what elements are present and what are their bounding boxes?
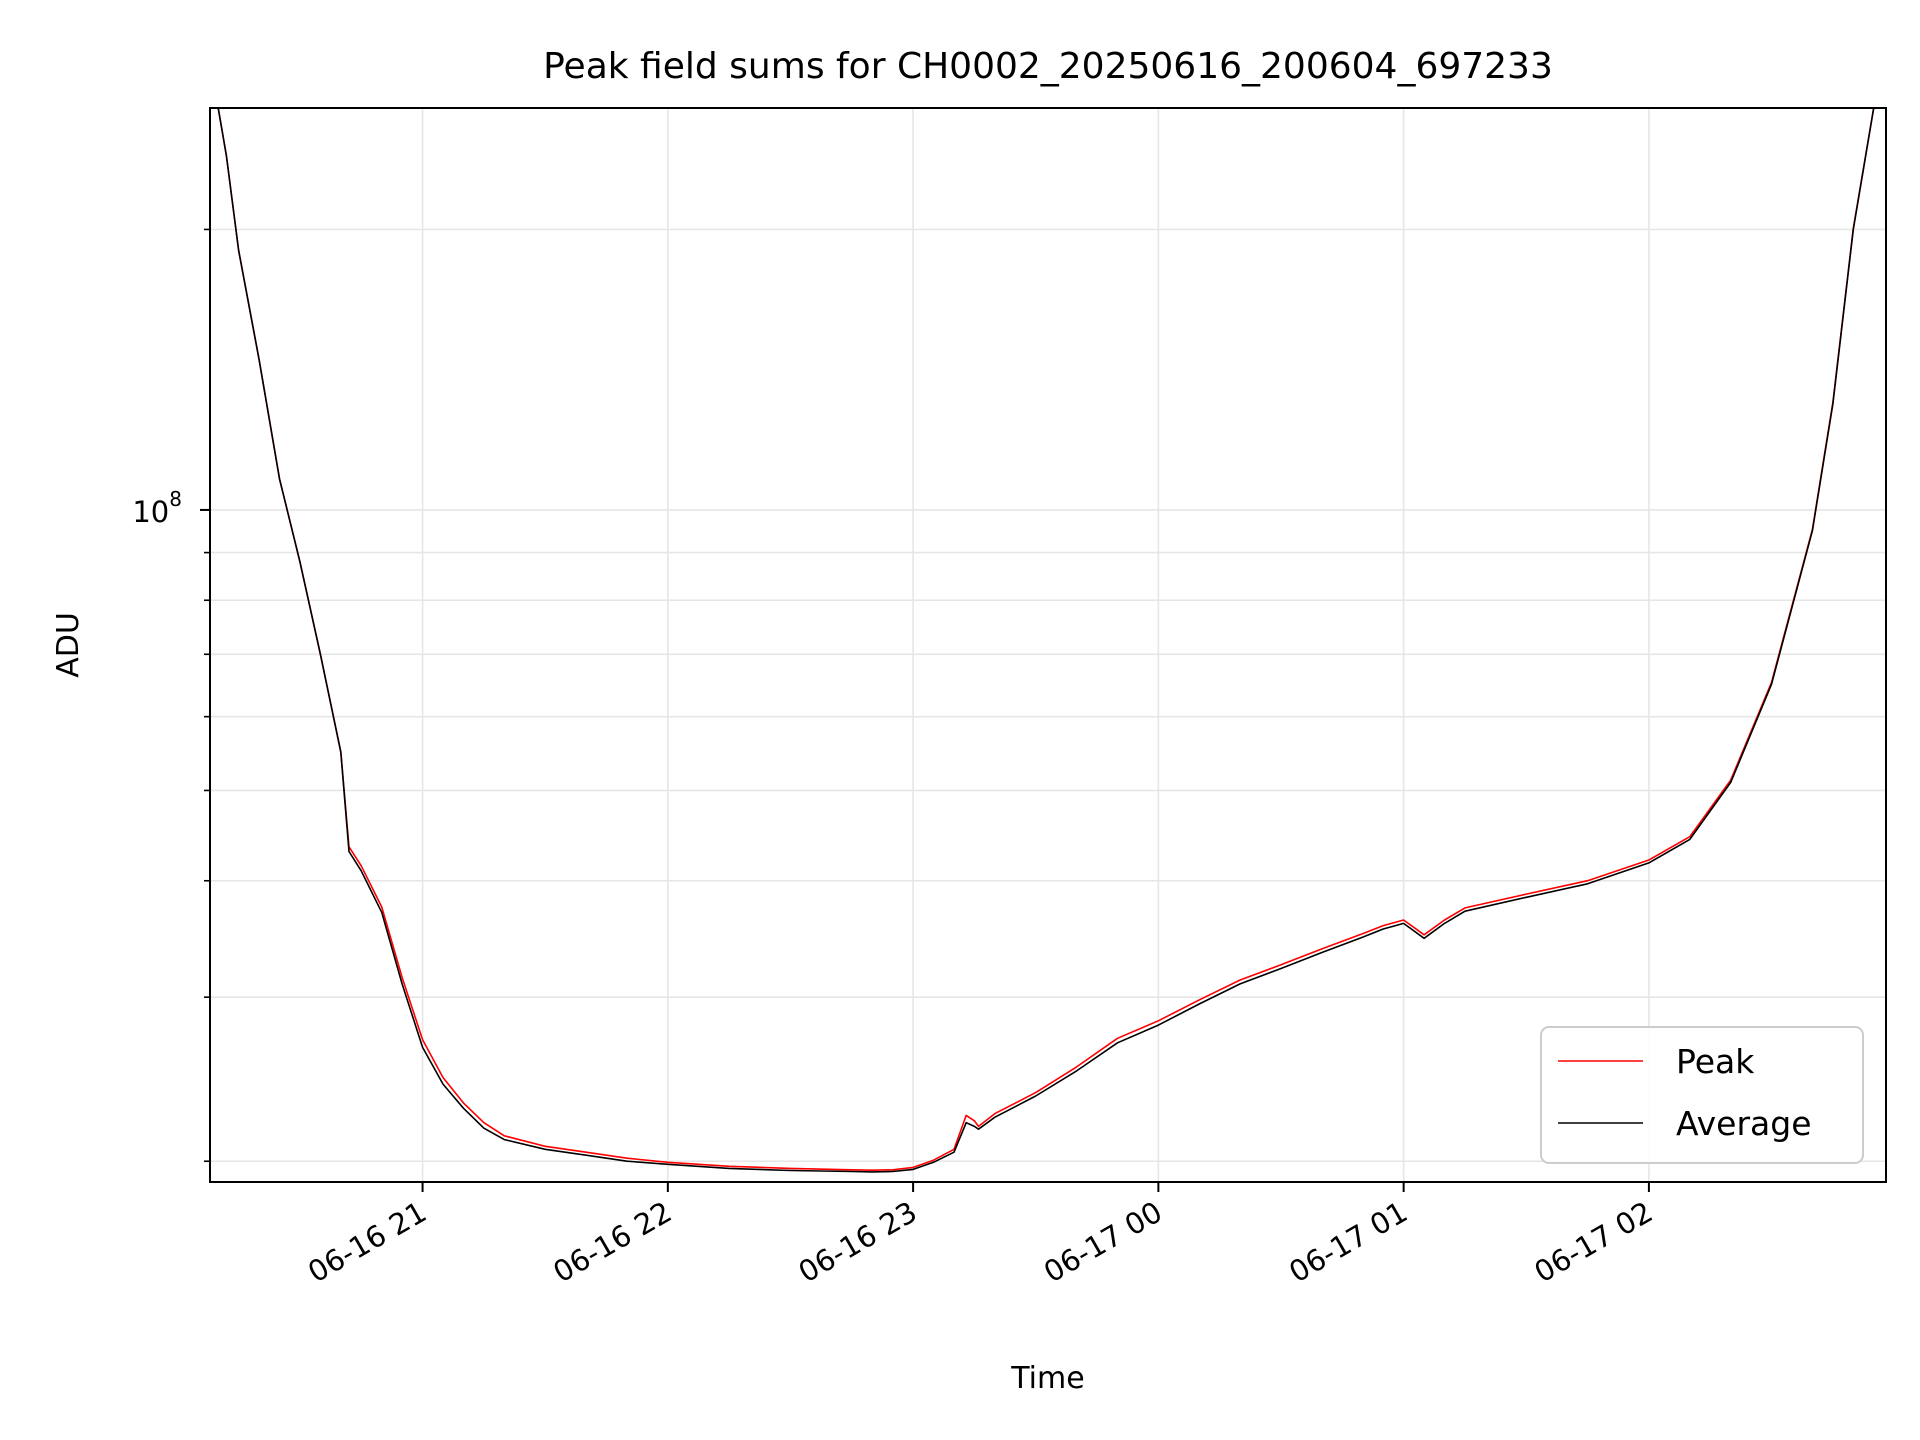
gridlines (210, 108, 1886, 1182)
y-axis-label: ADU (51, 612, 86, 678)
series-line-peak (217, 108, 1875, 1171)
plot-frame (209, 107, 1887, 1183)
y-tick-label: 108 (132, 487, 182, 529)
legend: Peak Average (1540, 1026, 1864, 1164)
y-tick-label-exponent: 8 (169, 487, 182, 511)
legend-label-peak: Peak (1676, 1042, 1755, 1081)
y-tick-label-base: 10 (132, 495, 169, 529)
series-line-average (217, 108, 1875, 1173)
x-axis-label: Time (1010, 1361, 1084, 1396)
chart-title: Peak field sums for CH0002_20250616_2006… (543, 46, 1553, 87)
legend-label-average: Average (1676, 1104, 1812, 1143)
series-lines (217, 108, 1875, 1173)
